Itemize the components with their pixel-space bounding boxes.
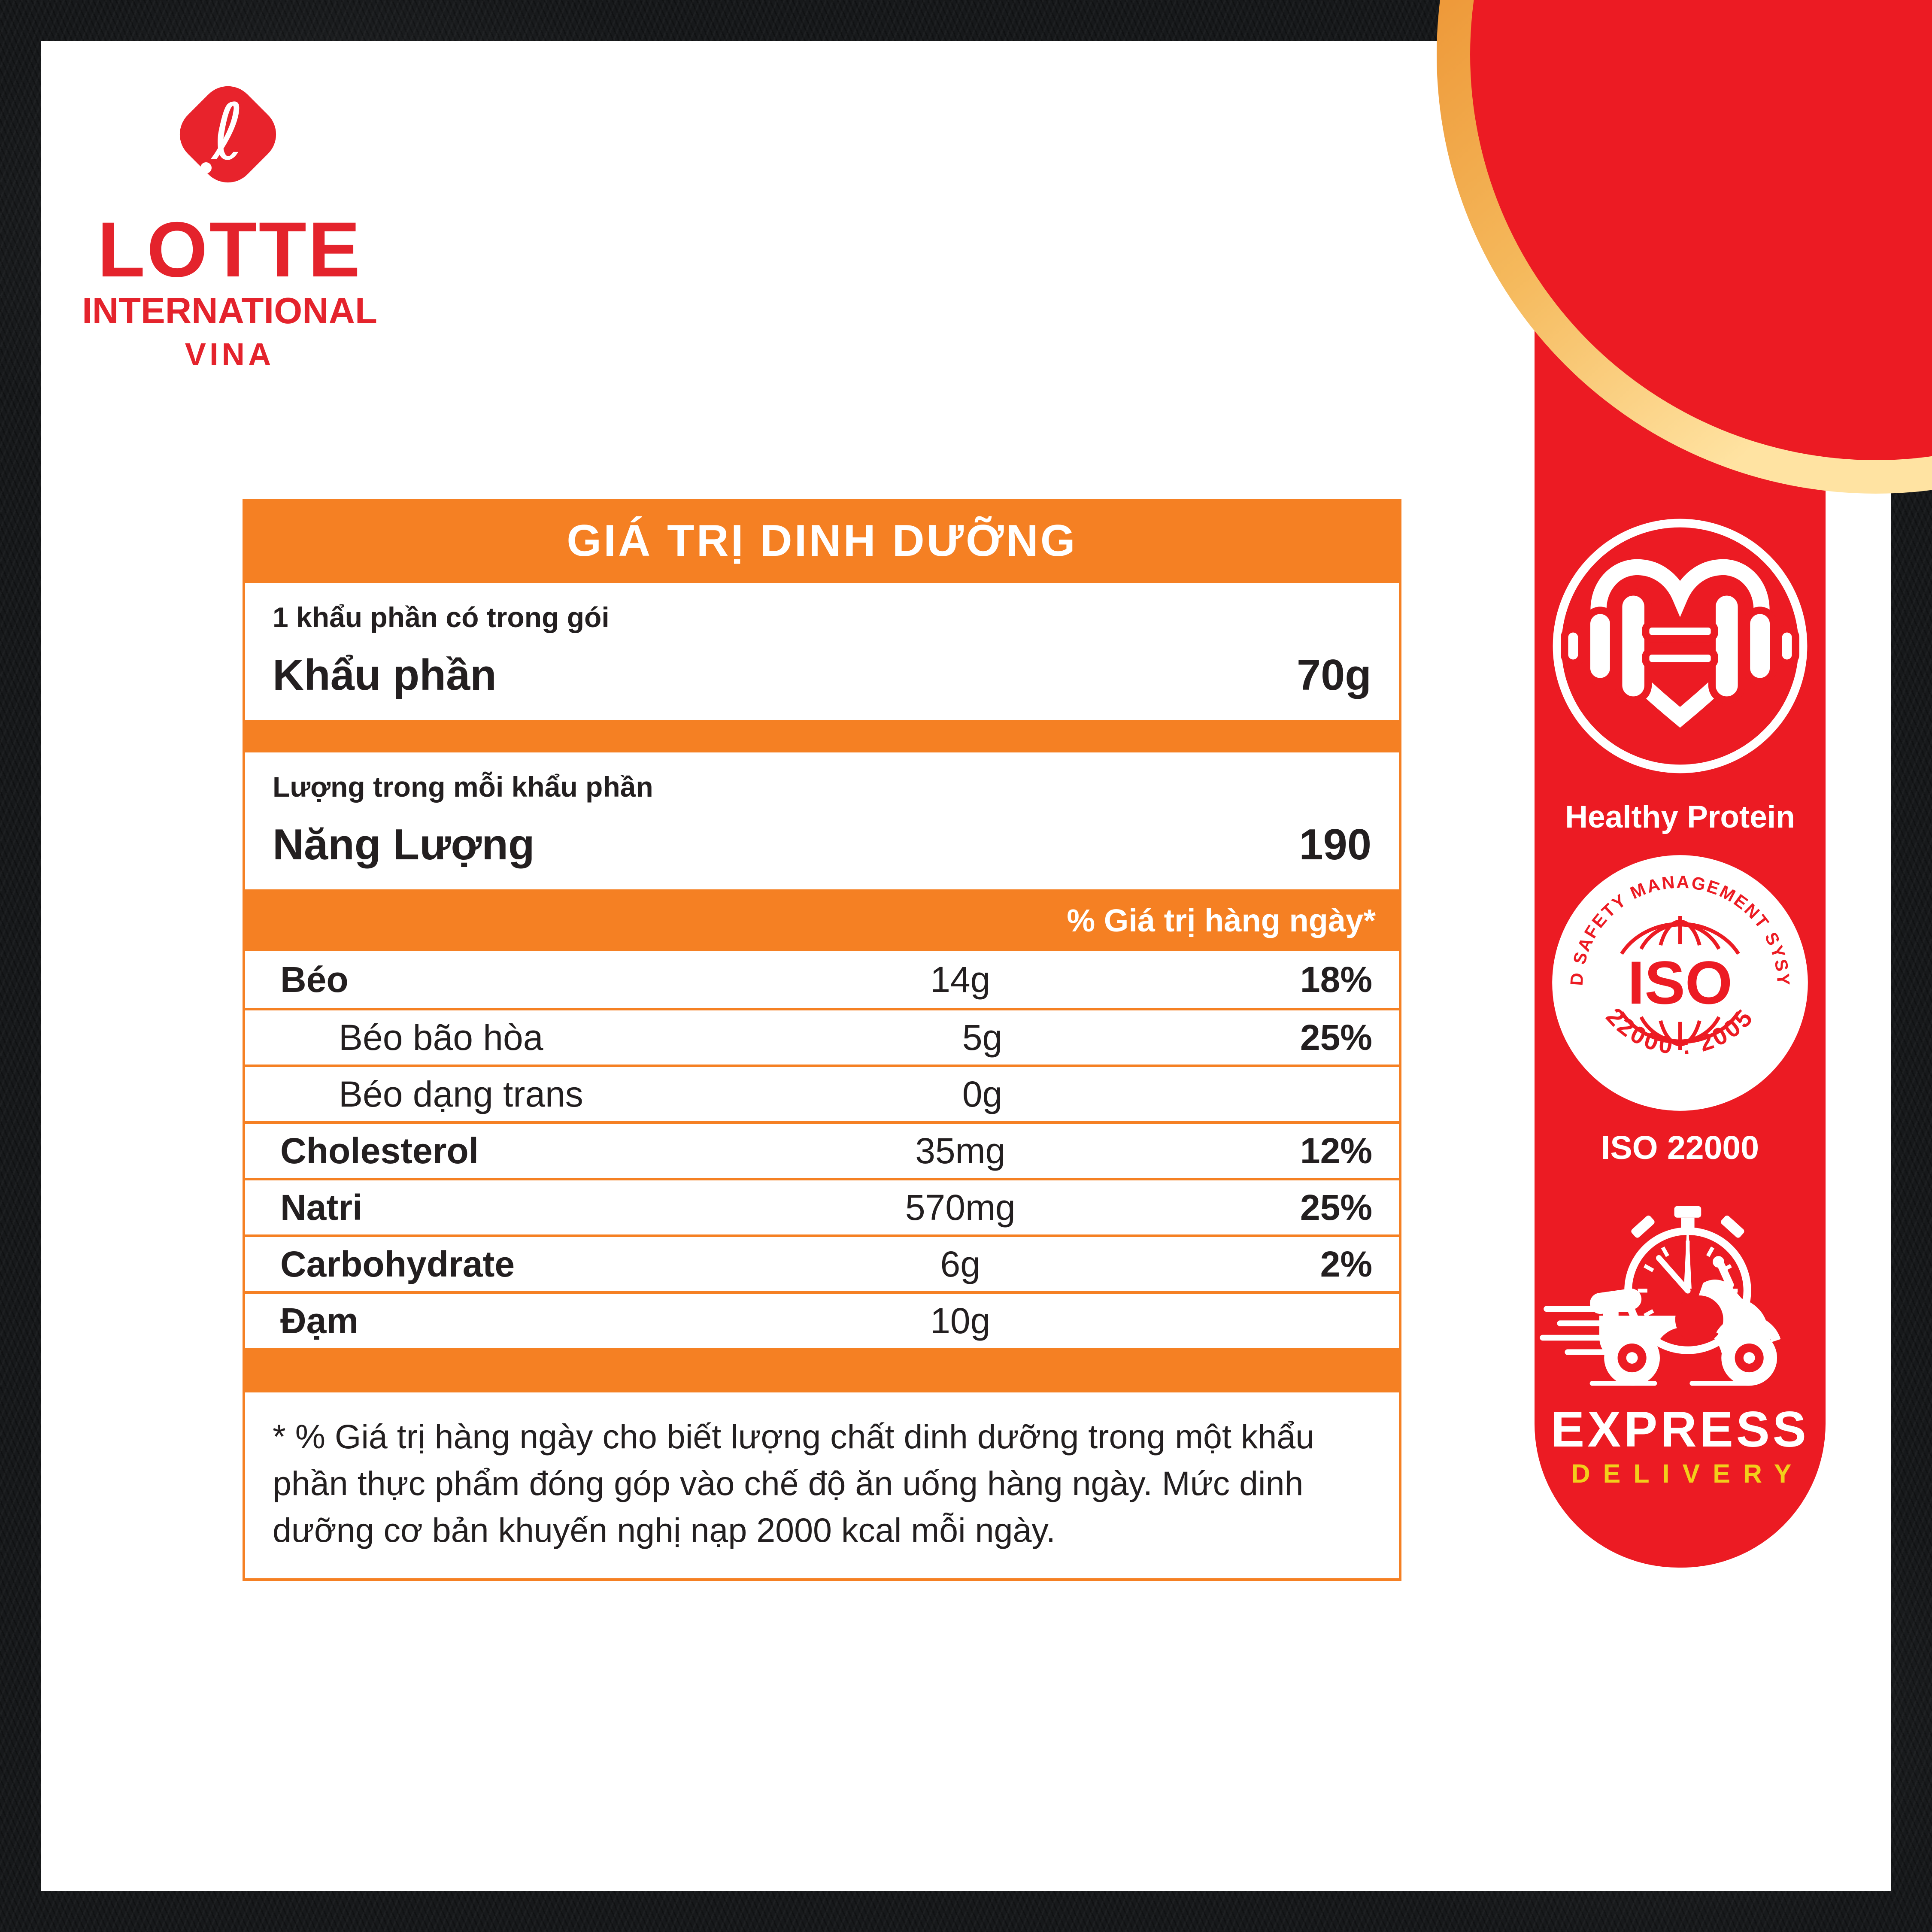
healthy-protein-label: Healthy Protein: [1565, 800, 1795, 834]
serving-section: 1 khẩu phần có trong gói Khẩu phần 70g: [243, 583, 1401, 720]
nutrient-value: 5g: [962, 1017, 1003, 1058]
heart-dumbbell-icon: [1553, 519, 1808, 773]
nutrient-rows: Béo 14g 18% Béo bão hòa 5g 25% Béo dạng …: [243, 951, 1401, 1348]
table-row: Natri 570mg 25%: [245, 1178, 1399, 1234]
table-row: Béo dạng trans 0g: [245, 1065, 1399, 1121]
scooter: [1589, 1256, 1781, 1386]
table-row: Carbohydrate 6g 2%: [245, 1234, 1399, 1291]
lotte-monogram-dot-icon: [200, 162, 212, 173]
brand-subtitle: INTERNATIONAL: [82, 291, 377, 331]
serving-value: 70g: [1296, 651, 1371, 699]
nutrient-dv: 12%: [1300, 1130, 1373, 1171]
serving-note: 1 khẩu phần có trong gói: [273, 601, 610, 633]
energy-section: Lượng trong mỗi khẩu phần Năng Lượng 190: [243, 752, 1401, 889]
table-divider: [243, 1348, 1401, 1392]
nutrient-label: Cholesterol: [280, 1130, 479, 1171]
daily-value-footnote: * % Giá trị hàng ngày cho biết lượng chấ…: [243, 1392, 1401, 1581]
nutrient-dv: 25%: [1300, 1187, 1373, 1228]
iso-center-text: ISO: [1628, 949, 1732, 1017]
nutrient-value: 14g: [930, 959, 991, 1000]
nutrient-value: 10g: [930, 1300, 991, 1341]
nutrition-table: GIÁ TRỊ DINH DƯỠNG 1 khẩu phần có trong …: [243, 499, 1401, 1581]
nutrient-label: Béo: [280, 959, 349, 1000]
nutrient-label: Natri: [280, 1187, 363, 1228]
serving-label: Khẩu phần: [273, 651, 497, 699]
amount-note: Lượng trong mỗi khẩu phần: [273, 771, 653, 803]
nutrient-label: Đạm: [280, 1300, 359, 1341]
nutrient-label: Béo bão hòa: [339, 1017, 543, 1058]
brand-name: LOTTE: [97, 206, 362, 293]
nutrient-value: 35mg: [915, 1130, 1006, 1171]
iso-label: ISO 22000: [1601, 1129, 1759, 1166]
stopwatch-scooter-icon: [1540, 1206, 1781, 1386]
nutrient-value: 0g: [962, 1074, 1003, 1114]
express-title: EXPRESS: [1551, 1401, 1809, 1457]
table-row: Đạm 10g: [245, 1291, 1399, 1348]
table-row: Béo bão hòa 5g 25%: [245, 1008, 1399, 1065]
nutrient-dv: 2%: [1320, 1244, 1373, 1284]
nutrition-table-title: GIÁ TRỊ DINH DƯỠNG: [243, 499, 1401, 583]
brand-logo: ℓ LOTTE INTERNATIONAL VINA: [79, 64, 380, 370]
nutrient-label: Carbohydrate: [280, 1244, 515, 1284]
table-row: Cholesterol 35mg 12%: [245, 1121, 1399, 1178]
energy-value: 190: [1299, 821, 1371, 869]
nutrient-dv: 25%: [1300, 1017, 1372, 1058]
nutrient-value: 6g: [940, 1244, 980, 1284]
lotte-monogram-icon: ℓ: [212, 87, 244, 177]
nutrient-value: 570mg: [905, 1187, 1016, 1228]
iso-globe-icon: [1620, 916, 1740, 1050]
daily-value-header: % Giá trị hàng ngày*: [243, 889, 1401, 951]
table-divider: [243, 720, 1401, 752]
brand-region: VINA: [185, 337, 275, 372]
nutrient-label: Béo dạng trans: [339, 1074, 583, 1114]
energy-label: Năng Lượng: [273, 821, 535, 869]
red-banner-content: Healthy Protein FOOD SAFETY MANAGEMENT S…: [1535, 0, 1826, 1568]
express-subtitle: DELIVERY: [1571, 1459, 1805, 1488]
iso-globe-seal-icon: FOOD SAFETY MANAGEMENT SYSYTEM 22000 : 2…: [1546, 849, 1808, 1111]
nutrient-dv: 18%: [1300, 959, 1373, 1000]
table-row: Béo 14g 18%: [245, 951, 1399, 1008]
